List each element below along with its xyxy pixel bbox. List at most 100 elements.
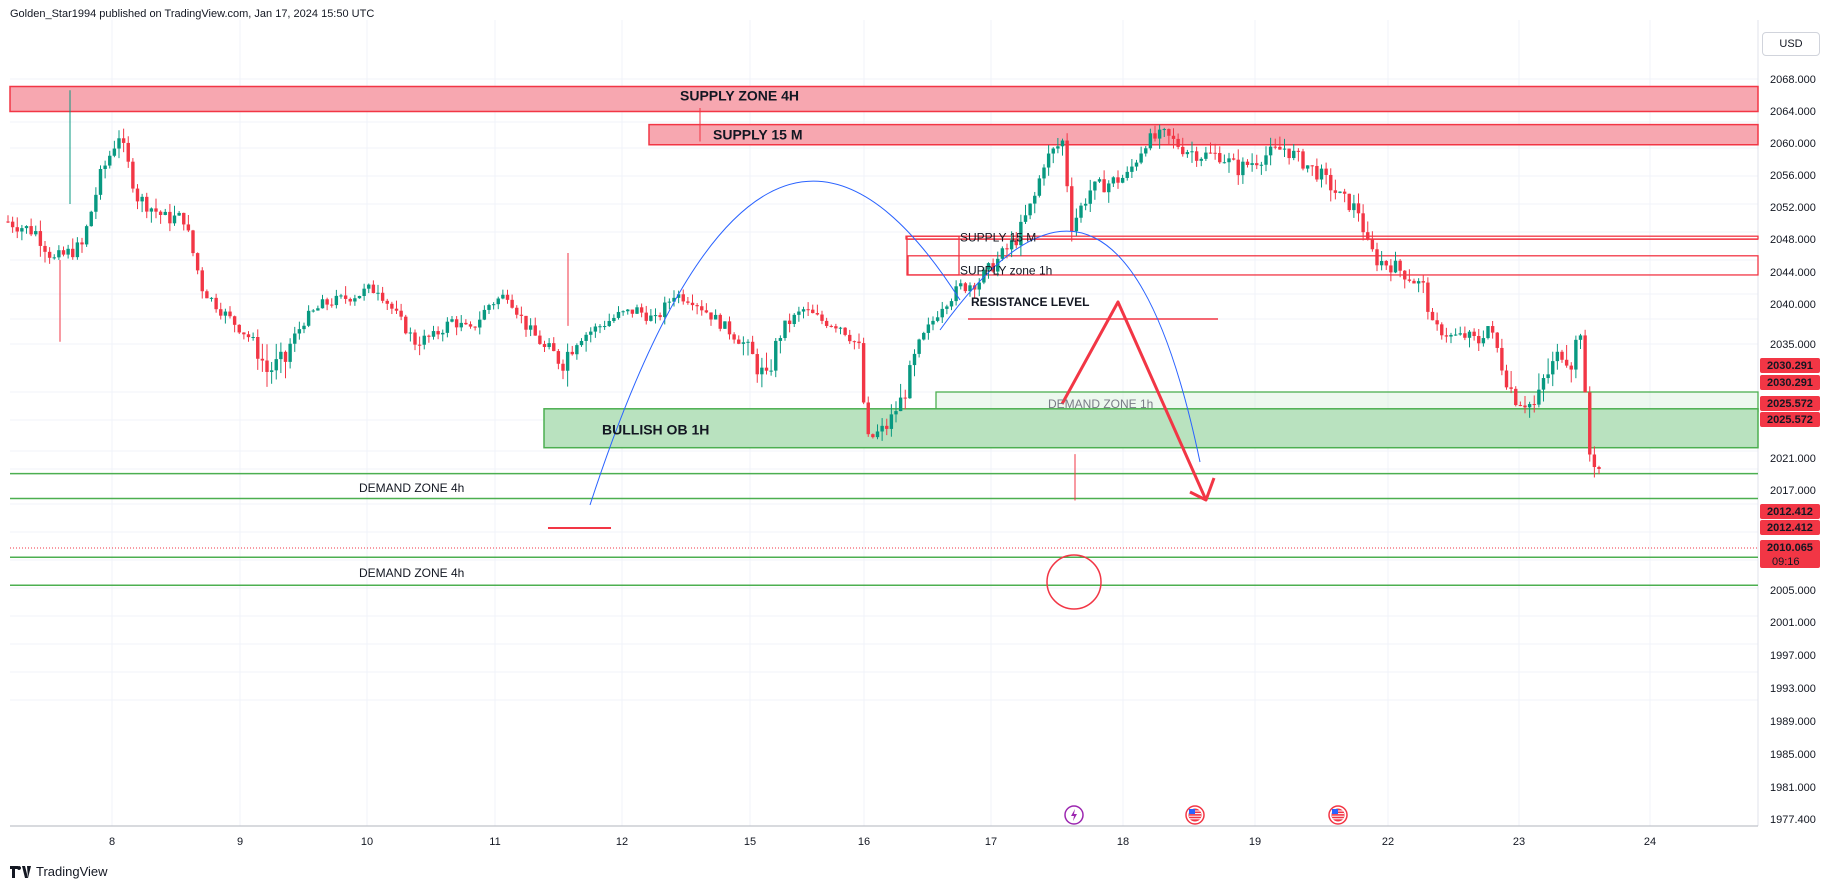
candle-body [1102, 179, 1106, 193]
candle-body [1305, 165, 1310, 169]
candle-body [10, 221, 15, 228]
candle-body [242, 332, 246, 335]
candle-body [732, 334, 736, 340]
candle-body [501, 294, 505, 299]
candle-body [168, 211, 172, 224]
candle-body [154, 208, 158, 212]
events-layer [1064, 805, 1348, 825]
price-badge-label: 2012.412 [1767, 506, 1813, 518]
time-tick-label: 19 [1249, 836, 1261, 848]
candle-body [760, 367, 764, 375]
price-badge [1760, 540, 1820, 568]
candle-body [1583, 335, 1587, 393]
candle-body [1509, 387, 1513, 389]
candle-body [385, 300, 389, 304]
candle-body [1555, 351, 1560, 362]
time-tick-label: 10 [361, 836, 373, 848]
price-axis[interactable]: 2068.000 2064.000 2060.000 2056.000 2052.000… [1760, 74, 1820, 826]
tradingview-logo-icon [10, 865, 31, 878]
candle-body [1370, 239, 1375, 250]
candle-body [589, 331, 593, 335]
price-tick-label: 2005.000 [1770, 585, 1816, 597]
candle-body [1014, 240, 1018, 246]
candle-body [223, 311, 228, 316]
candle-body [824, 320, 829, 326]
candle-body [362, 288, 366, 296]
candle-body [986, 263, 991, 270]
candle-body [908, 365, 912, 399]
candle-body [565, 351, 570, 371]
candle-body [459, 322, 463, 328]
candle-body [871, 434, 875, 438]
candle-body [1574, 339, 1578, 370]
candle-body [829, 325, 833, 327]
candle-body [353, 298, 357, 302]
price-tick-label: 2021.000 [1770, 453, 1816, 465]
price-badge-label: 2025.572 [1767, 398, 1813, 410]
candle-body [94, 194, 98, 212]
price-tick-label: 1993.000 [1770, 683, 1816, 695]
candle-body [57, 250, 61, 258]
price-tick-label: 1981.000 [1770, 782, 1816, 794]
candle-body [1342, 191, 1347, 194]
candle-body [815, 313, 820, 315]
candle-body [667, 301, 672, 303]
candle-body [1310, 165, 1314, 167]
candle-body [552, 343, 556, 352]
candle-body [898, 397, 903, 412]
zone-supply-box [648, 123, 1759, 146]
candle-body [1393, 260, 1398, 273]
candle-body [1319, 168, 1324, 180]
zone-demand-box [543, 408, 1759, 449]
candle-body [686, 301, 690, 303]
candle-body [1403, 270, 1407, 280]
candle-body [316, 308, 320, 311]
candle-body [1384, 260, 1388, 266]
price-tick-label: 2035.000 [1770, 339, 1816, 351]
time-axis[interactable]: 8 9 10 11 12 15 16 17 18 19 22 23 24 [109, 836, 1656, 848]
candle-body [963, 283, 968, 292]
candle-body [219, 309, 223, 316]
candle-body [579, 340, 584, 346]
candle-body [195, 253, 200, 271]
candle-body [922, 332, 926, 340]
candle-body [214, 297, 218, 310]
currency-button[interactable]: USD [1762, 32, 1820, 56]
tradingview-logo[interactable]: TradingView [10, 864, 108, 879]
candle-body [279, 351, 283, 360]
candle-body [126, 142, 130, 162]
candle-body [519, 314, 524, 316]
candle-body [1093, 181, 1097, 191]
time-tick-label: 22 [1382, 836, 1394, 848]
candle-body [1005, 248, 1009, 250]
candle-body [723, 321, 727, 329]
candle-body [339, 295, 343, 297]
candle-body [1481, 338, 1486, 344]
projection-arrowhead [1189, 477, 1216, 502]
supply-1h-left-box [906, 235, 960, 276]
zone-label: DEMAND ZONE 4h [359, 481, 464, 495]
candle-body [515, 307, 519, 315]
candle-body [1527, 404, 1532, 408]
publish-info: Golden_Star1994 published on TradingView… [10, 8, 375, 20]
candle-body [1592, 454, 1597, 468]
candle-body [700, 306, 704, 311]
candle-body [343, 295, 348, 299]
drawings-layer [10, 180, 1758, 610]
candle-body [1194, 151, 1199, 161]
candle-body [246, 334, 251, 338]
candle-body [561, 363, 565, 371]
candle-body [1282, 148, 1287, 150]
zone-outline-box [907, 255, 1759, 276]
zone-label: DEMAND ZONE 4h [359, 566, 464, 580]
candle-body [491, 304, 496, 306]
candle-body [1564, 359, 1569, 366]
candle-body [598, 326, 602, 328]
candle-body [787, 320, 792, 325]
candle-body [149, 208, 154, 212]
candle-body [390, 303, 394, 309]
candle-body [894, 411, 898, 415]
candle-body [1541, 378, 1546, 390]
candle-body [487, 305, 491, 310]
